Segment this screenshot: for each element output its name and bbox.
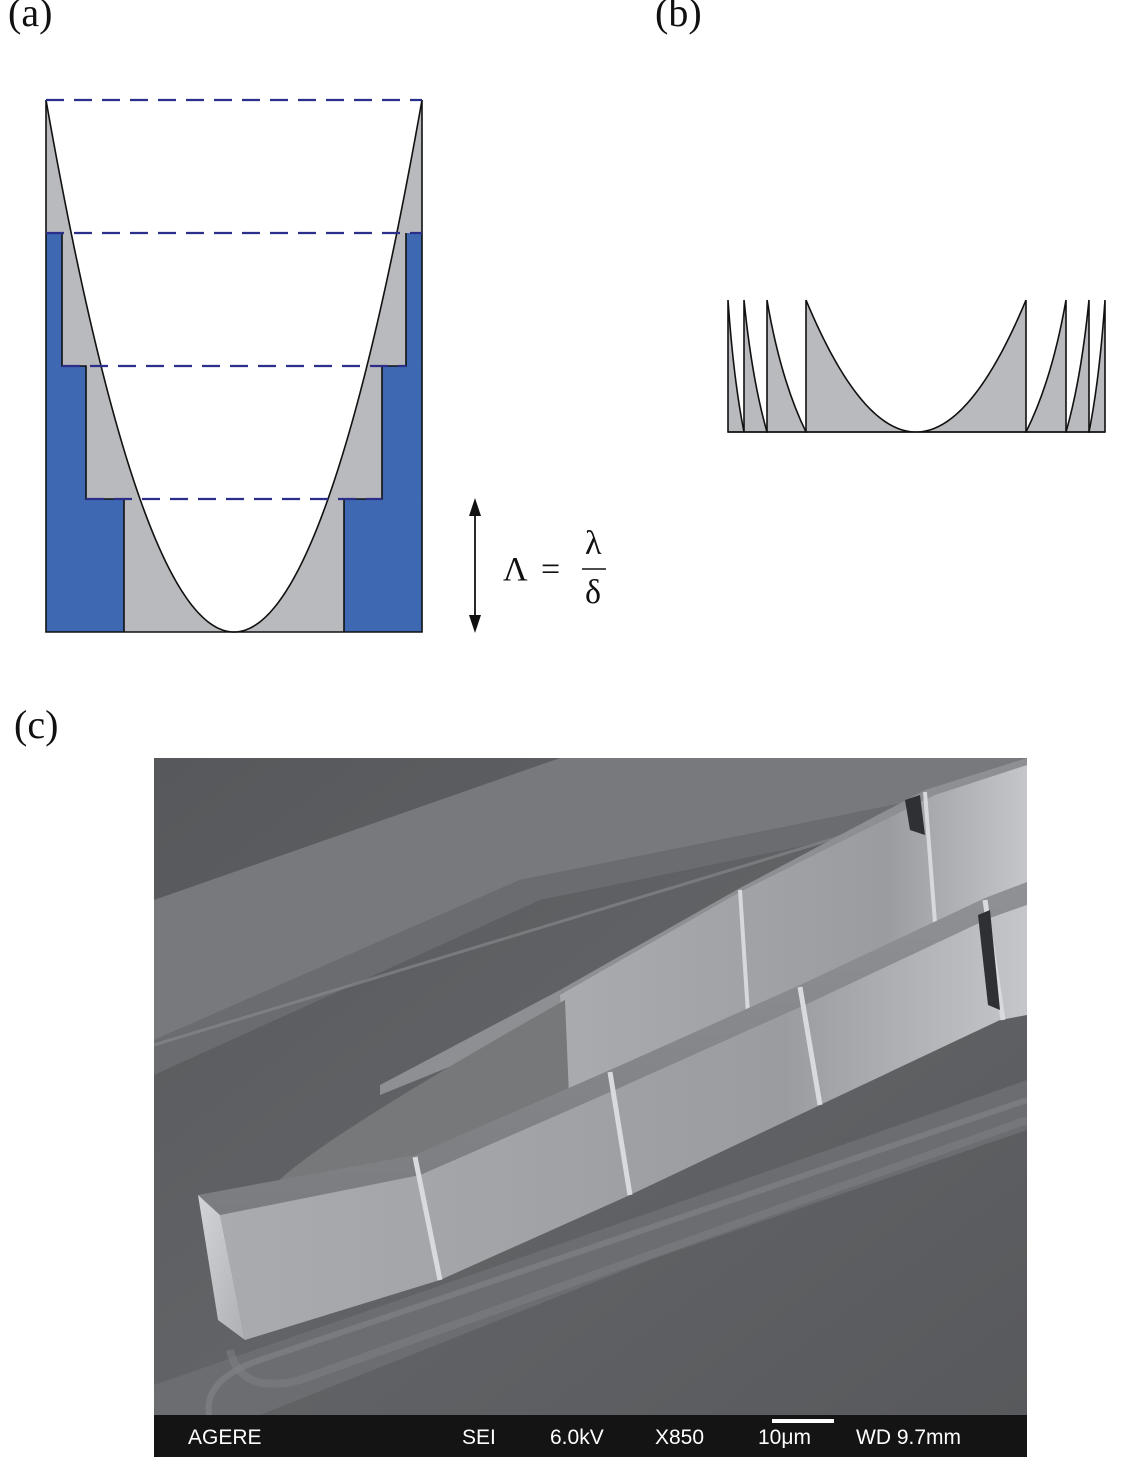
front-lens-row-side [220,905,1027,1340]
sem-image [154,758,1027,1415]
lens-taper [270,1000,570,1200]
sem-working-distance: WD 9.7mm [856,1426,961,1449]
kinoform-outer-teeth [727,299,1106,433]
kinoform-tooth [1024,299,1067,433]
kinoform-tooth [1064,299,1090,433]
sem-voltage: 6.0kV [550,1426,604,1449]
gray-wedge [86,366,140,499]
kinoform-tooth [1088,299,1106,433]
gray-wedge [46,100,72,233]
sem-scale-bar [772,1419,834,1423]
dashed-level-lines [46,98,422,501]
gray-wedge [328,366,382,499]
equation-denominator: δ [585,574,601,611]
panel-c-label: (c) [14,702,58,747]
gray-wedge [396,100,422,233]
panel-b-label: (b) [655,0,702,35]
sem-info-bar [154,1415,1027,1457]
back-lens-row-side [560,765,1027,1120]
period-equation: Λ = λ δ [503,525,606,611]
front-lens-row-top [198,882,1027,1215]
period-double-arrow [469,498,481,633]
sem-mode: SEI [462,1426,496,1449]
front-lens-end-face [198,1195,245,1340]
gray-wedge [234,499,344,632]
sem-magnification: X850 [655,1426,704,1449]
panel-a-label: (a) [8,0,52,35]
kinoform-tooth [727,299,745,433]
kinoform-tooth [766,299,808,433]
gray-wedge [62,233,102,366]
sem-brand: AGERE [188,1426,262,1449]
gray-wedge [366,233,406,366]
equation-lhs: Λ [503,551,528,588]
equation-equals: = [541,551,560,588]
upper-bank [154,758,1027,1040]
panel-a-lens-diagram: Λ = λ δ [45,98,606,633]
gray-wedge [124,499,234,632]
kinoform-central-zone [805,299,1027,433]
step-outline [45,100,423,633]
equation-numerator: λ [585,525,602,562]
gray-lens-material [46,100,422,632]
outer-blue-step-region-right [344,233,422,632]
outer-blue-step-region [46,233,124,632]
sem-scale-label: 10μm [758,1426,811,1449]
panel-b-kinoform-diagram [727,299,1106,433]
kinoform-tooth [743,299,769,433]
panel-c-sem-micrograph: AGERE SEI 6.0kV X850 10μm WD 9.7mm [154,758,1027,1457]
